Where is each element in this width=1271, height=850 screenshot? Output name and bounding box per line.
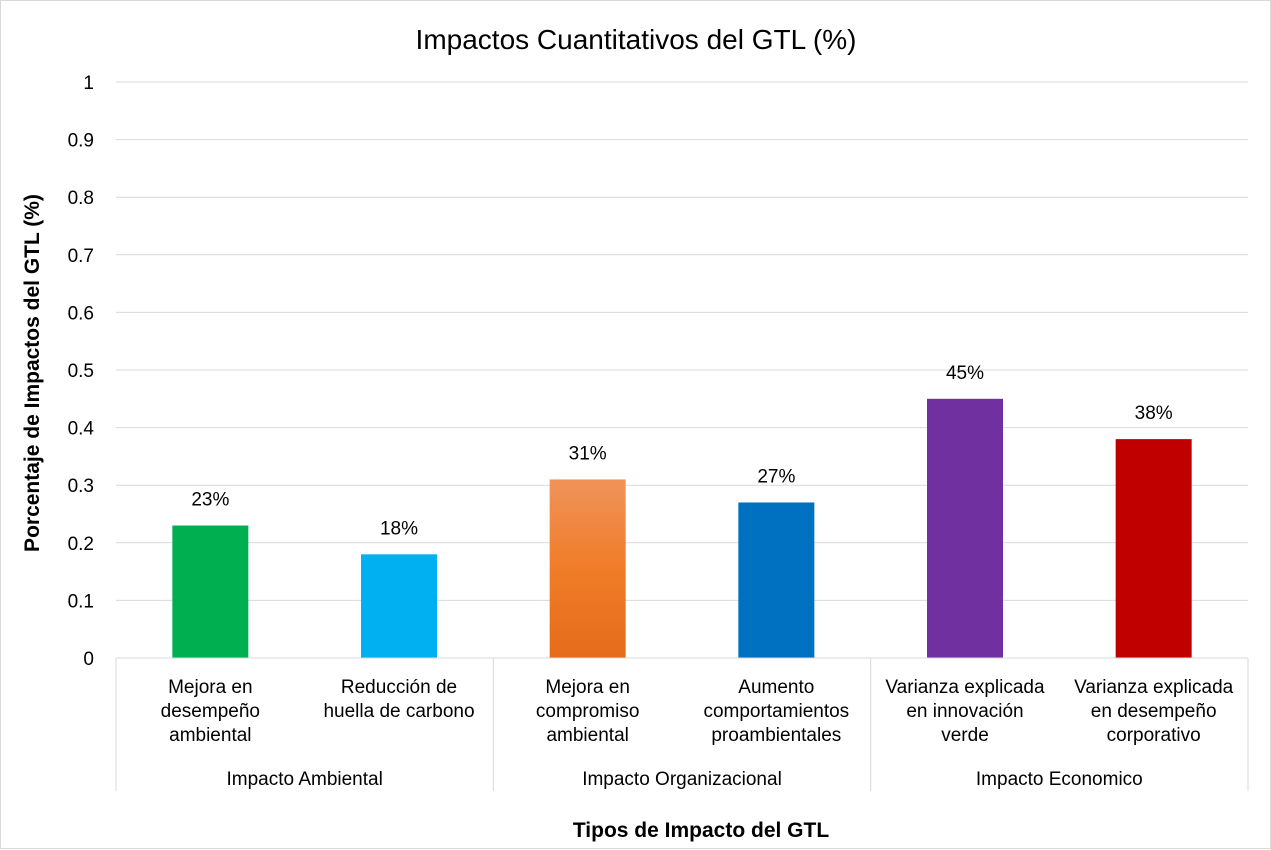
category-label: ambiental (546, 725, 628, 746)
data-label: 18% (380, 518, 418, 539)
bar (738, 502, 815, 658)
y-tick-label: 0.1 (68, 591, 94, 612)
y-tick-label: 0.6 (68, 303, 94, 324)
category-label: ambiental (169, 725, 251, 746)
category-label: proambientales (711, 725, 841, 746)
category-label: en innovación (906, 701, 1023, 722)
group-label: Impacto Economico (976, 769, 1143, 790)
data-labels: 23% 18% 31% 27% 45% 38% (191, 363, 1172, 540)
group-label: Impacto Organizacional (582, 769, 782, 790)
bar (549, 479, 626, 658)
category-label: en desempeño (1091, 701, 1217, 722)
y-tick-label: 0.7 (68, 246, 94, 267)
x-axis: Mejora en desempeño ambiental Reducción de h… (115, 657, 1249, 791)
category-label: verde (941, 725, 989, 746)
y-tick-label: 0.4 (68, 419, 95, 440)
y-tick-label: 0.3 (68, 476, 94, 497)
y-axis-title: Porcentaje de Impactos del GTL (%) (21, 194, 44, 552)
bar (172, 525, 249, 658)
chart-title: Impactos Cuantitativos del GTL (%) (416, 24, 857, 55)
category-label: Varianza explicada (1074, 677, 1234, 698)
x-axis-title: Tipos de Impacto del GTL (573, 819, 829, 842)
category-label: desempeño (161, 701, 260, 722)
y-tick-label: 1 (83, 73, 94, 94)
category-label: Mejora en (168, 677, 253, 698)
data-label: 23% (191, 490, 229, 511)
data-label: 27% (757, 466, 795, 487)
bar (1115, 439, 1192, 658)
y-tick-label: 0.9 (68, 131, 94, 152)
y-tick-label: 0.8 (68, 188, 94, 209)
category-label: comportamientos (703, 701, 849, 722)
data-label: 31% (569, 443, 607, 464)
data-label: 45% (946, 363, 984, 384)
y-axis-ticks: 0 0.1 0.2 0.3 0.4 0.5 0.6 0.7 0.8 0.9 1 (68, 73, 95, 670)
group-label: Impacto Ambiental (227, 769, 383, 790)
grid-lines (116, 81, 1248, 601)
bar (927, 398, 1003, 658)
y-tick-label: 0 (83, 649, 94, 670)
category-label: Reducción de (341, 677, 457, 698)
category-label: Aumento (738, 677, 814, 698)
y-tick-label: 0.2 (68, 534, 94, 555)
y-tick-label: 0.5 (68, 361, 94, 382)
bars (172, 398, 1192, 658)
category-label: corporativo (1107, 725, 1201, 746)
category-label: huella de carbono (323, 701, 474, 722)
data-label: 38% (1135, 403, 1173, 424)
bar (361, 554, 437, 658)
category-label: Varianza explicada (885, 677, 1045, 698)
category-label: Mejora en (545, 677, 630, 698)
category-label: compromiso (536, 701, 639, 722)
